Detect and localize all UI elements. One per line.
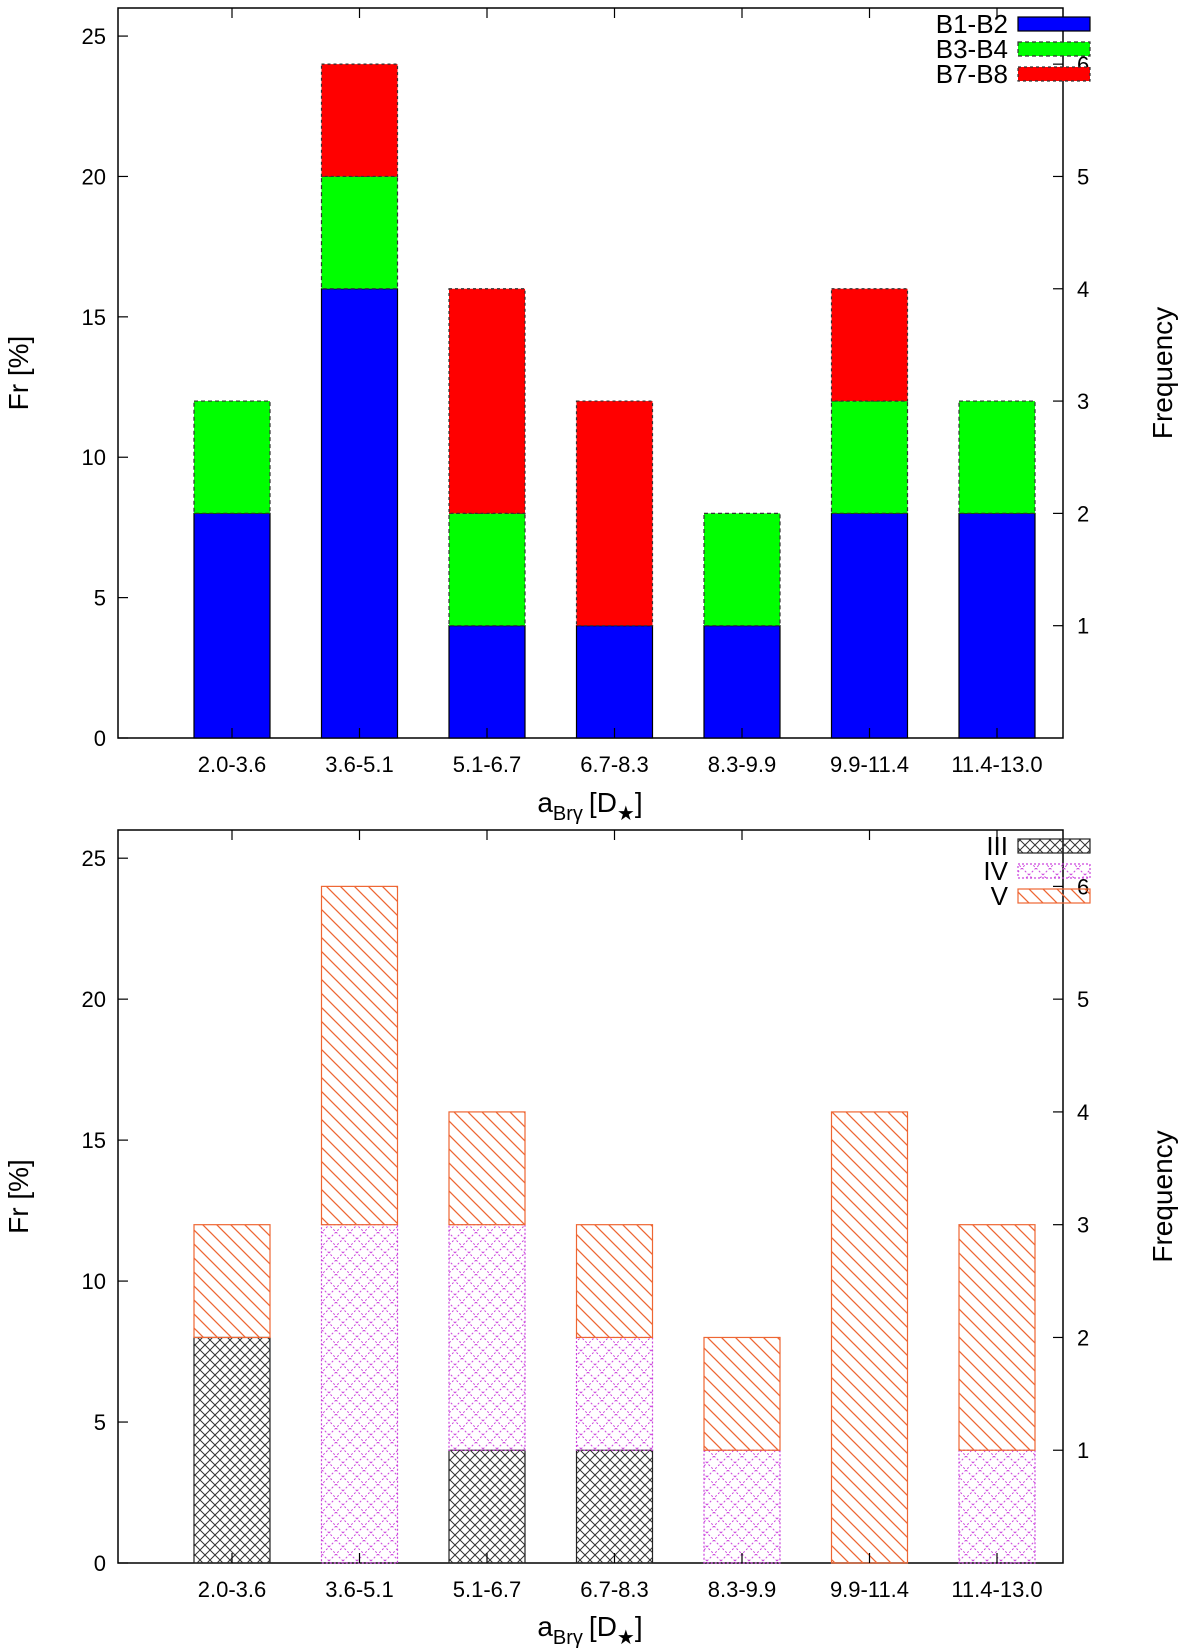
x-tick-label: 9.9-11.4	[830, 752, 909, 777]
bar-v-3	[575, 1224, 654, 1339]
bar-b1-b2-3	[575, 625, 654, 739]
y2-tick-label: 4	[1077, 1100, 1089, 1125]
x-axis-title-close: ]	[635, 787, 643, 818]
x-tick-label: 5.1-6.7	[453, 1577, 522, 1602]
x-axis-title-close: ]	[635, 1611, 643, 1642]
x-tick-label: 6.7-8.3	[580, 752, 649, 777]
bar-b1-b2-0	[193, 512, 271, 739]
x-tick-label: 5.1-6.7	[453, 752, 522, 777]
y2-tick-label: 5	[1077, 164, 1089, 189]
bar-b3-b4-2	[448, 512, 526, 627]
legend-swatch-b3-b4	[1017, 41, 1091, 57]
bar-b1-b2-6	[958, 512, 1036, 739]
bar-b3-b4-5	[830, 400, 909, 514]
y2-axis-title: Frequency	[1147, 307, 1178, 439]
x-axis-title: aBrγ [D★]	[537, 787, 642, 825]
bar-iii-0	[193, 1336, 271, 1564]
bar-iv-4	[703, 1449, 781, 1564]
y-axis-title: Fr [%]	[3, 336, 34, 411]
bar-v-2	[448, 1111, 526, 1226]
y-axis-title: Fr [%]	[3, 1159, 34, 1234]
x-tick-label: 2.0-3.6	[198, 752, 267, 777]
y-tick-label: 15	[82, 305, 106, 330]
y-tick-label: 5	[94, 1410, 106, 1435]
legend-swatch-b7-b8	[1017, 66, 1091, 82]
bar-v-5	[830, 1111, 909, 1564]
bar-b3-b4-1	[320, 175, 399, 290]
bar-v-1	[320, 885, 399, 1226]
y-tick-label: 0	[94, 726, 106, 751]
bar-b1-b2-1	[320, 288, 399, 739]
x-tick-label: 6.7-8.3	[580, 1577, 649, 1602]
bar-iv-2	[448, 1224, 526, 1451]
bar-iv-3	[575, 1336, 654, 1451]
bar-v-6	[958, 1224, 1036, 1451]
legend-swatch-b1-b2	[1017, 16, 1091, 32]
bar-b1-b2-2	[448, 625, 526, 739]
y2-tick-label: 2	[1077, 1325, 1089, 1350]
y-tick-label: 15	[82, 1128, 106, 1153]
bar-b1-b2-5	[830, 512, 909, 739]
bar-iv-1	[320, 1224, 399, 1564]
legend-label-v: V	[991, 881, 1009, 911]
y-tick-label: 25	[82, 846, 106, 871]
x-axis-title-sub: Brγ	[553, 1627, 583, 1649]
bar-iii-3	[575, 1449, 654, 1564]
y-tick-label: 5	[94, 586, 106, 611]
bar-b7-b8-5	[830, 288, 909, 402]
bar-b7-b8-3	[575, 400, 654, 627]
y-tick-label: 20	[82, 164, 106, 189]
bar-iv-6	[958, 1449, 1036, 1564]
x-tick-label: 11.4-13.0	[951, 752, 1042, 777]
x-tick-label: 8.3-9.9	[708, 752, 777, 777]
y-tick-label: 10	[82, 445, 106, 470]
y-tick-label: 25	[82, 24, 106, 49]
legend-label-b3-b4: B3-B4	[936, 34, 1008, 64]
y2-tick-label: 1	[1077, 614, 1089, 639]
y-tick-label: 10	[82, 1269, 106, 1294]
x-tick-label: 2.0-3.6	[198, 1577, 267, 1602]
x-axis-title-unit: [D	[589, 1611, 617, 1642]
y2-axis-title: Frequency	[1147, 1130, 1178, 1262]
x-tick-label: 8.3-9.9	[708, 1577, 777, 1602]
x-axis-title-main: a	[537, 787, 553, 818]
y2-tick-label: 2	[1077, 501, 1089, 526]
bar-v-4	[703, 1336, 781, 1451]
legend-swatch-iii	[1017, 838, 1091, 854]
x-axis-title: aBrγ [D★]	[537, 1611, 642, 1649]
y-tick-label: 20	[82, 987, 106, 1012]
y2-tick-label: 5	[1077, 987, 1089, 1012]
x-axis-title-unit: [D	[589, 787, 617, 818]
x-axis-title-sub: Brγ	[553, 803, 583, 825]
x-axis-title-main: a	[537, 1611, 553, 1642]
legend-swatch-v	[1017, 888, 1091, 904]
legend-label-iv: IV	[983, 856, 1008, 886]
x-tick-label: 3.6-5.1	[325, 752, 394, 777]
bar-b7-b8-1	[320, 63, 399, 178]
bar-b3-b4-6	[958, 400, 1036, 514]
legend-label-iii: III	[986, 831, 1008, 861]
x-tick-label: 11.4-13.0	[951, 1577, 1042, 1602]
legend-label-b7-b8: B7-B8	[936, 59, 1008, 89]
bar-b7-b8-2	[448, 288, 526, 514]
y2-tick-label: 3	[1077, 1213, 1089, 1238]
x-axis-title-star: ★	[617, 803, 635, 825]
y-tick-label: 0	[94, 1551, 106, 1576]
y2-tick-label: 1	[1077, 1438, 1089, 1463]
bar-b3-b4-0	[193, 400, 271, 514]
x-tick-label: 3.6-5.1	[325, 1577, 394, 1602]
bar-b3-b4-4	[703, 512, 781, 627]
x-tick-label: 9.9-11.4	[830, 1577, 909, 1602]
legend-label-b1-b2: B1-B2	[936, 9, 1008, 39]
x-axis-title-star: ★	[617, 1627, 635, 1649]
y2-tick-label: 3	[1077, 389, 1089, 414]
bar-iii-2	[448, 1449, 526, 1564]
y2-tick-label: 4	[1077, 277, 1089, 302]
bar-v-0	[193, 1224, 271, 1339]
legend-swatch-iv	[1017, 863, 1091, 879]
bar-b1-b2-4	[703, 625, 781, 739]
